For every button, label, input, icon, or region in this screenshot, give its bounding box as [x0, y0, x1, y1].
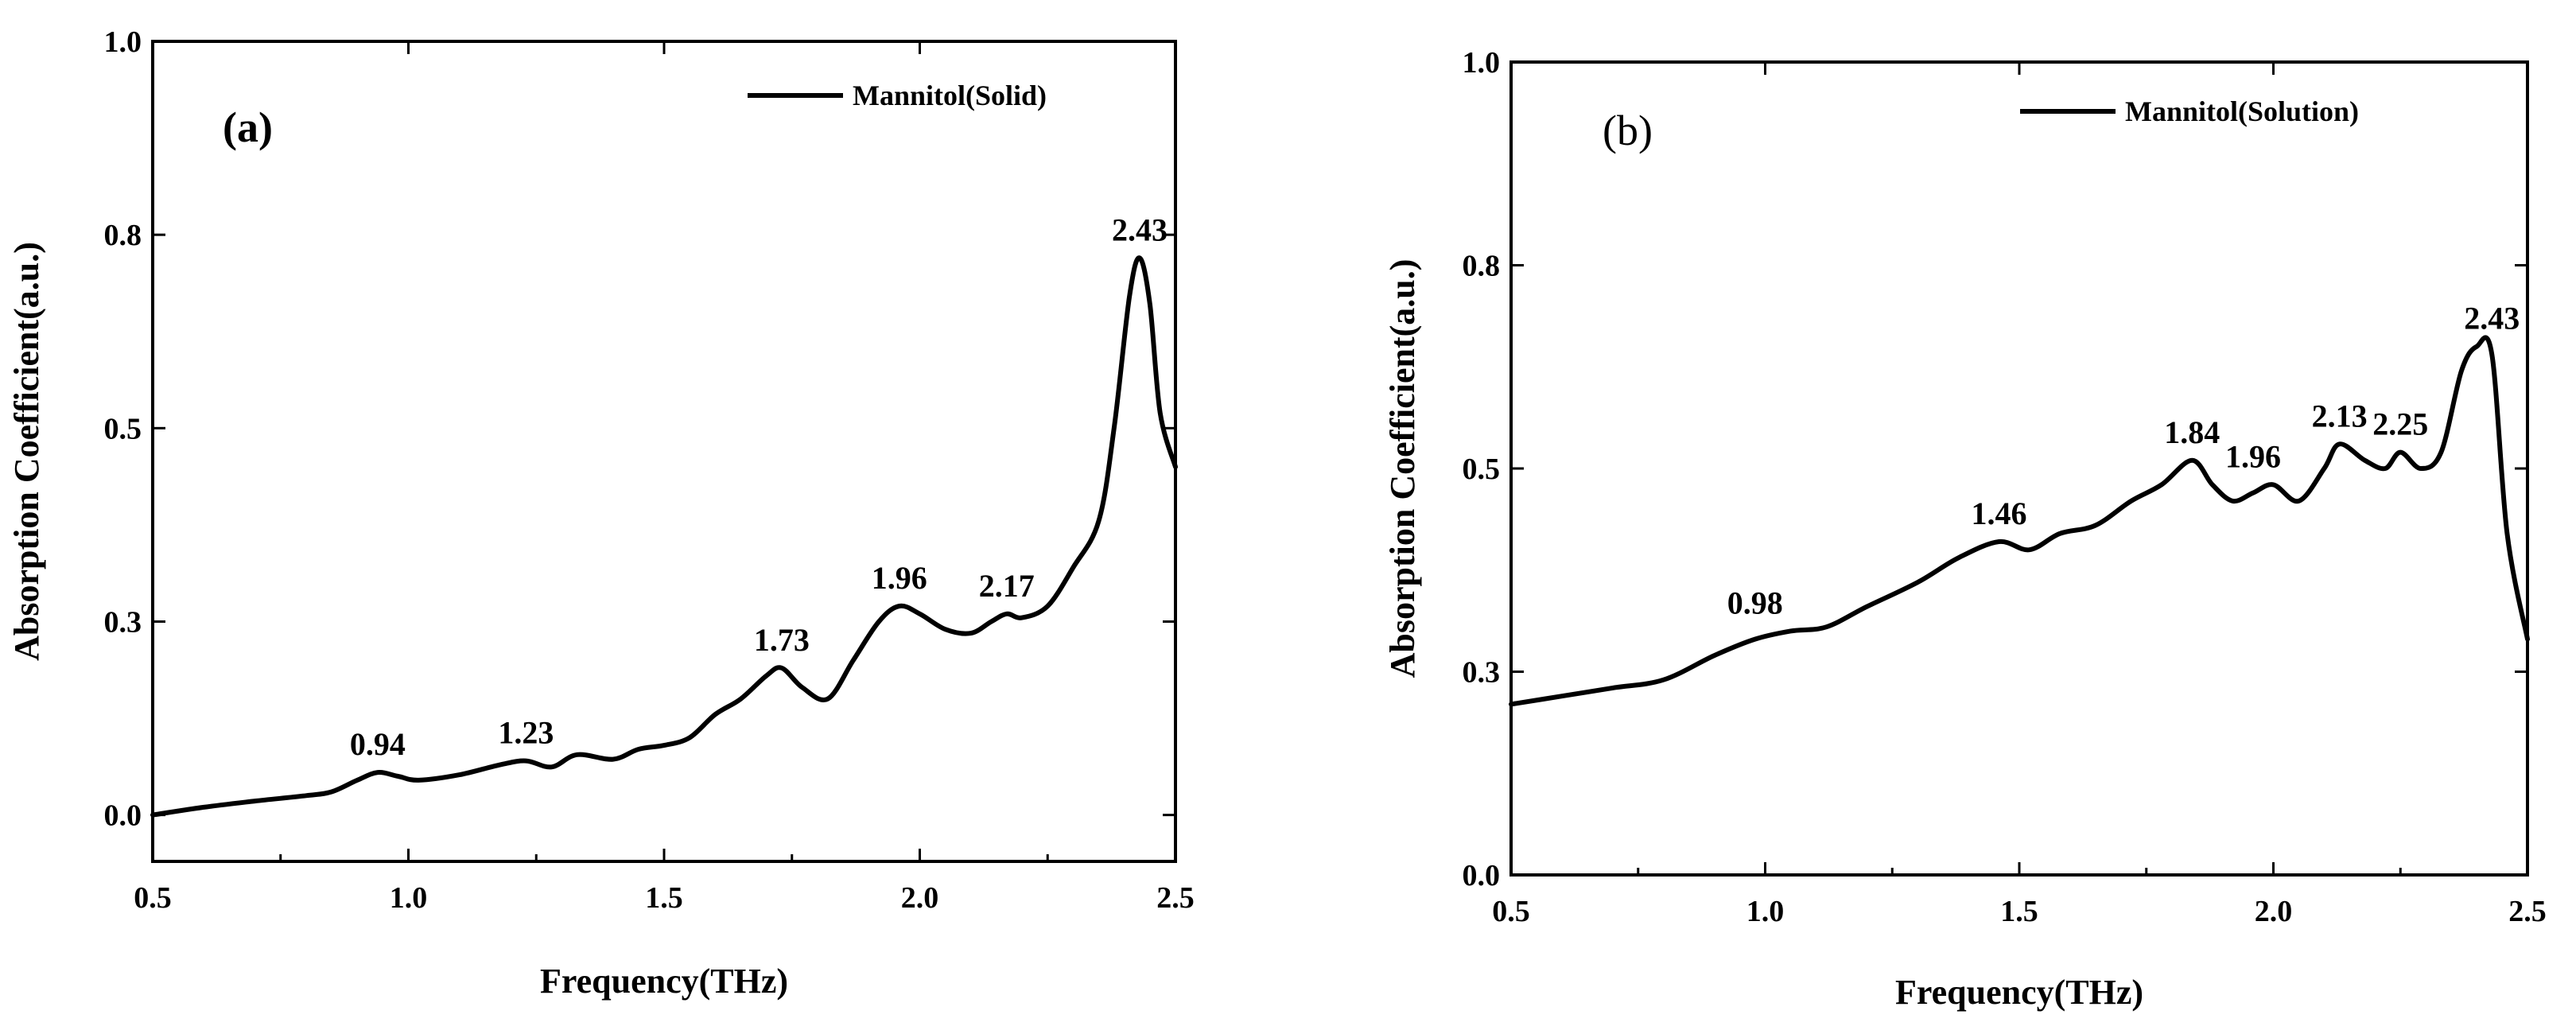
x-axis-label: Frequency(THz)	[1895, 973, 2143, 1012]
x-axis-label: Frequency(THz)	[540, 962, 788, 1001]
y-tick-label: 0.0	[1463, 859, 1501, 892]
y-tick-label: 1.0	[1463, 46, 1501, 80]
peak-label: 1.84	[2164, 414, 2220, 450]
x-tick-label: 2.5	[2508, 895, 2547, 928]
peak-label: 2.13	[2312, 398, 2368, 433]
panel-label: (a)	[223, 103, 273, 151]
legend-label: Mannitol(Solution)	[2125, 95, 2359, 127]
x-tick-label: 2.5	[1156, 881, 1195, 915]
y-tick-label: 0.3	[1463, 656, 1501, 690]
peak-label: 1.73	[754, 622, 810, 658]
y-tick-label: 0.5	[1463, 453, 1501, 486]
peak-label: 1.46	[1971, 496, 2026, 531]
y-tick-label: 0.3	[104, 605, 142, 639]
y-tick-label: 0.8	[1463, 250, 1501, 283]
x-tick-label: 1.5	[2000, 895, 2038, 928]
x-tick-label: 1.0	[390, 881, 428, 915]
series-line-mannitol-solution	[1509, 335, 2530, 707]
chart-panel-b: 0.5 1.0 1.5 2.0 2.5 0.0 0.3 0.5 0.8 1.0 Frequency(…	[1383, 46, 2547, 1012]
peak-label: 0.98	[1727, 585, 1783, 620]
x-tick-label: 2.0	[901, 881, 939, 915]
y-tick-label: 0.5	[104, 412, 142, 445]
x-tick-label: 1.5	[645, 881, 683, 915]
y-axis-label: Absorption Coefficient(a.u.)	[1383, 259, 1422, 678]
peak-label: 2.17	[979, 568, 1035, 604]
y-tick-label: 0.0	[104, 799, 142, 833]
peak-label: 1.96	[2225, 438, 2281, 474]
y-axis-label: Absorption Coefficient(a.u.)	[7, 242, 46, 661]
plot-frame	[151, 40, 1177, 863]
x-tick-label: 2.0	[2255, 895, 2293, 928]
panel-label: (b)	[1603, 107, 1653, 154]
x-tick-label: 0.5	[1492, 895, 1530, 928]
y-tick-label: 1.0	[104, 25, 142, 59]
peak-label: 2.43	[2464, 301, 2520, 336]
peak-label: 1.96	[872, 560, 927, 596]
peak-label: 2.43	[1112, 212, 1168, 247]
peak-label: 2.25	[2372, 406, 2428, 442]
series-line-mannitol-solid	[150, 255, 1178, 818]
x-tick-label: 0.5	[134, 881, 172, 915]
chart-panel-a: 0.5 1.0 1.5 2.0 2.5 0.0 0.3 0.5 0.8 1.0 Frequency(…	[7, 25, 1195, 1001]
legend-label: Mannitol(Solid)	[853, 80, 1047, 111]
x-tick-label: 1.0	[1746, 895, 1785, 928]
peak-label: 1.23	[498, 715, 554, 751]
y-tick-label: 0.8	[104, 219, 142, 252]
peak-label: 0.94	[350, 726, 406, 762]
